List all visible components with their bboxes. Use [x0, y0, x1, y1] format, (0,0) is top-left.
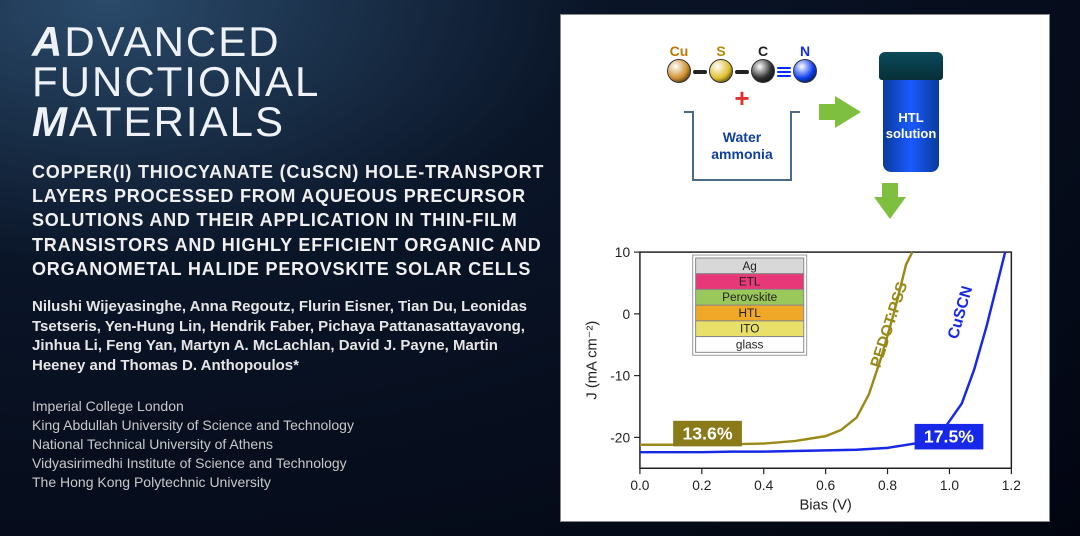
journal-line2: FUNCTIONAL: [32, 62, 550, 102]
arrow-down-icon: [874, 197, 906, 219]
svg-text:HTL: HTL: [739, 307, 762, 320]
molecule-cuscn: CuSCN: [667, 43, 817, 83]
vial-htl-solution: HTL solution: [879, 52, 943, 172]
jv-chart-svg: 0.0 0.2 0.4 0.6 0.8 1.0 1.2 -20 -10 0 10 Bias (V) J …: [579, 225, 1031, 515]
svg-text:ETL: ETL: [739, 275, 761, 288]
svg-text:-10: -10: [610, 369, 630, 384]
svg-text:1.2: 1.2: [1002, 478, 1021, 493]
svg-text:Perovskite: Perovskite: [722, 291, 777, 304]
svg-text:0.0: 0.0: [630, 478, 649, 493]
svg-text:0.6: 0.6: [816, 478, 835, 493]
svg-text:0.8: 0.8: [878, 478, 897, 493]
affiliation: National Technical University of Athens: [32, 435, 550, 454]
affiliation-list: Imperial College LondonKing Abdullah Uni…: [32, 397, 550, 491]
affiliation: Imperial College London: [32, 397, 550, 416]
journal-title: ADVANCED FUNCTIONAL MATERIALS: [32, 22, 550, 142]
svg-text:13.6%: 13.6%: [682, 423, 732, 443]
affiliation: King Abdullah University of Science and …: [32, 416, 550, 435]
svg-text:10: 10: [615, 245, 631, 260]
svg-text:J (mA cm⁻²): J (mA cm⁻²): [585, 321, 601, 400]
synthesis-scheme: CuSCN + Water ammonia HTL solution: [579, 27, 1031, 197]
svg-text:1.0: 1.0: [940, 478, 959, 493]
svg-text:0.4: 0.4: [754, 478, 773, 493]
beaker-label: Water ammonia: [694, 129, 790, 163]
left-column: ADVANCED FUNCTIONAL MATERIALS COPPER(I) …: [0, 0, 560, 536]
paper-title: COPPER(I) THIOCYANATE (CuSCN) HOLE-TRANS…: [32, 160, 550, 281]
affiliation: The Hong Kong Polytechnic University: [32, 473, 550, 492]
jv-chart: 0.0 0.2 0.4 0.6 0.8 1.0 1.2 -20 -10 0 10 Bias (V) J …: [579, 225, 1031, 515]
beaker-water-ammonia: Water ammonia: [692, 113, 792, 181]
arrow-right-icon: [835, 96, 861, 128]
svg-text:0: 0: [622, 307, 630, 322]
svg-text:Ag: Ag: [742, 260, 756, 273]
vial-body: HTL solution: [883, 80, 939, 172]
svg-text:Bias (V): Bias (V): [799, 498, 851, 514]
author-list: Nilushi Wijeyasinghe, Anna Regoutz, Flur…: [32, 297, 550, 375]
vial-label: HTL solution: [883, 110, 939, 141]
svg-text:17.5%: 17.5%: [924, 427, 974, 447]
vial-cap: [879, 52, 943, 80]
journal-line3-bold: M: [32, 98, 69, 145]
svg-text:glass: glass: [736, 338, 764, 351]
svg-text:0.2: 0.2: [692, 478, 711, 493]
journal-line3-rest: ATERIALS: [69, 98, 285, 145]
svg-text:ITO: ITO: [740, 323, 759, 336]
plus-icon: +: [734, 85, 749, 111]
svg-text:-20: -20: [610, 430, 630, 445]
affiliation: Vidyasirimedhi Institute of Science and …: [32, 454, 550, 473]
figure-panel: CuSCN + Water ammonia HTL solution 0.00.…: [560, 14, 1050, 522]
